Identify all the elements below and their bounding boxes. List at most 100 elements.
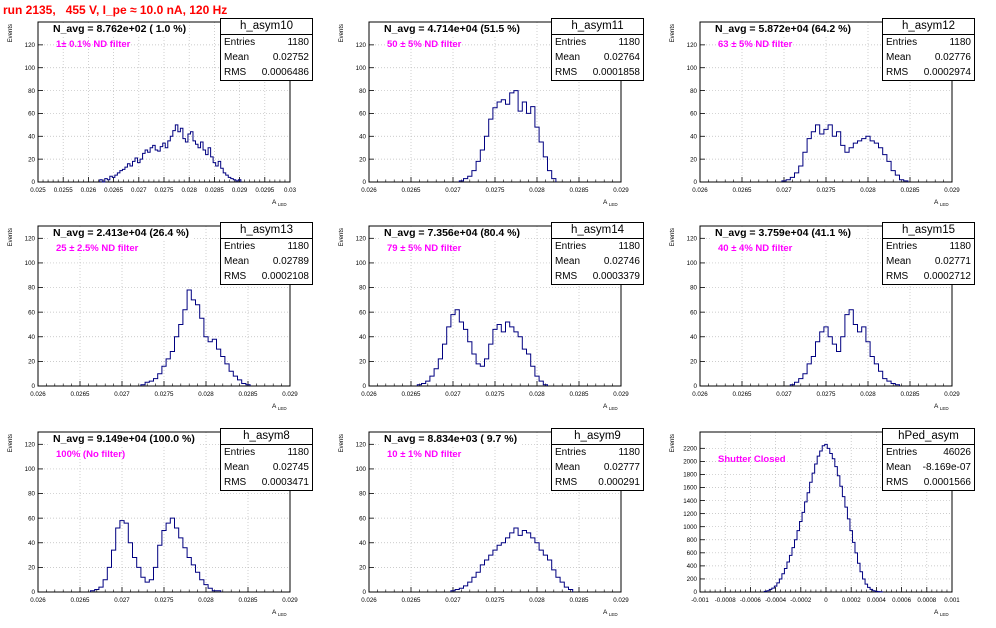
- x-tick-label: 0.025: [30, 187, 46, 194]
- x-tick-label: 0.028: [529, 597, 545, 604]
- stat-entries-value: 1180: [618, 35, 640, 50]
- y-tick-label: 20: [359, 156, 366, 163]
- histogram-name: h_asym11: [552, 19, 643, 35]
- histogram-bin: [790, 385, 794, 386]
- filter-label: 40 ± 4% ND filter: [718, 243, 792, 254]
- histogram-name: h_asym8: [221, 429, 312, 445]
- histogram-bin: [226, 175, 229, 182]
- histogram-bin: [883, 155, 887, 182]
- y-axis-label: Events: [670, 434, 676, 452]
- stat-rms-label: RMS: [886, 65, 908, 80]
- histogram-bin: [824, 327, 828, 386]
- histogram-bin: [175, 528, 179, 592]
- histogram-bin: [133, 161, 136, 182]
- x-tick-label: 0.029: [613, 187, 629, 194]
- histogram-bin: [485, 136, 489, 182]
- histogram-bin: [817, 456, 820, 592]
- stat-mean-label: Mean: [224, 254, 249, 269]
- x-tick-label: 0.0275: [486, 391, 505, 398]
- stat-mean-value: -8.169e-07: [923, 460, 971, 475]
- histogram-bin: [143, 153, 146, 182]
- histogram-bin: [841, 145, 845, 182]
- x-tick-label: 0.029: [282, 391, 298, 398]
- histogram-bin: [196, 572, 200, 592]
- histogram-bin: [891, 171, 895, 182]
- histogram-bin: [162, 366, 166, 386]
- x-tick-label: 0.0006: [892, 597, 911, 604]
- filter-label: 100% (No filter): [56, 449, 125, 460]
- histogram-bin: [816, 342, 820, 386]
- histogram-bin: [228, 177, 231, 182]
- histogram-bin: [149, 580, 153, 592]
- x-tick-label: 0.027: [114, 597, 130, 604]
- histogram-bin: [883, 379, 887, 386]
- y-tick-label: 40: [690, 334, 697, 341]
- y-tick-label: 40: [359, 540, 366, 547]
- y-axis-label: Events: [8, 434, 14, 452]
- histogram-bin: [459, 588, 463, 592]
- histogram-bin: [539, 550, 543, 592]
- histogram-bin: [824, 129, 828, 182]
- histogram-bin: [518, 111, 522, 182]
- y-tick-label: 600: [687, 550, 698, 557]
- stat-rms-label: RMS: [224, 269, 246, 284]
- filter-label: 79 ± 5% ND filter: [387, 243, 461, 254]
- y-tick-label: 80: [28, 88, 35, 95]
- stat-entries-label: Entries: [555, 239, 586, 254]
- x-tick-label: 0.026: [361, 391, 377, 398]
- y-tick-label: 60: [359, 515, 366, 522]
- stat-entries-value: 1180: [287, 445, 309, 460]
- histogram-bin: [455, 590, 459, 592]
- stat-entries-label: Entries: [555, 445, 586, 460]
- stat-rms-value: 0.000291: [598, 475, 640, 490]
- histogram-bin: [548, 560, 552, 592]
- y-tick-label: 0: [694, 179, 698, 186]
- histogram-bin: [870, 356, 874, 386]
- y-tick-label: 80: [690, 285, 697, 292]
- histogram-bin: [510, 327, 514, 386]
- histogram-bin: [510, 533, 514, 592]
- histogram-bin: [198, 148, 201, 182]
- histogram-bin: [127, 164, 130, 182]
- histogram-bin: [110, 176, 113, 182]
- histogram-bin: [155, 150, 158, 182]
- histogram-bin: [522, 530, 526, 592]
- x-tick-label: 0.0265: [402, 391, 421, 398]
- x-tick-label: 0.026: [692, 391, 708, 398]
- histogram-bin: [170, 352, 174, 386]
- x-tick-label: 0.027: [131, 187, 147, 194]
- histogram-bin: [904, 181, 908, 182]
- y-tick-label: 60: [28, 515, 35, 522]
- x-tick-label: 0.0285: [901, 187, 920, 194]
- histogram-bin: [422, 384, 426, 386]
- histogram-bin: [221, 356, 225, 386]
- histogram-bin: [122, 169, 125, 182]
- y-tick-label: 0: [363, 589, 367, 596]
- histogram-bin: [556, 577, 560, 592]
- x-tick-label: 0.03: [284, 187, 297, 194]
- x-tick-label: -0.001: [691, 597, 709, 604]
- y-tick-label: 100: [25, 466, 36, 473]
- histogram-bin: [160, 147, 163, 182]
- histogram-bin: [175, 337, 179, 386]
- histogram-bin: [140, 159, 143, 182]
- stat-mean-value: 0.02746: [604, 254, 640, 269]
- histogram-bin: [165, 148, 168, 182]
- histogram-bin: [535, 376, 539, 386]
- stat-mean-value: 0.02771: [935, 254, 971, 269]
- y-tick-label: 20: [359, 565, 366, 572]
- histogram-bin: [569, 590, 573, 592]
- histogram-bin: [816, 125, 820, 182]
- histogram-bin: [828, 337, 832, 386]
